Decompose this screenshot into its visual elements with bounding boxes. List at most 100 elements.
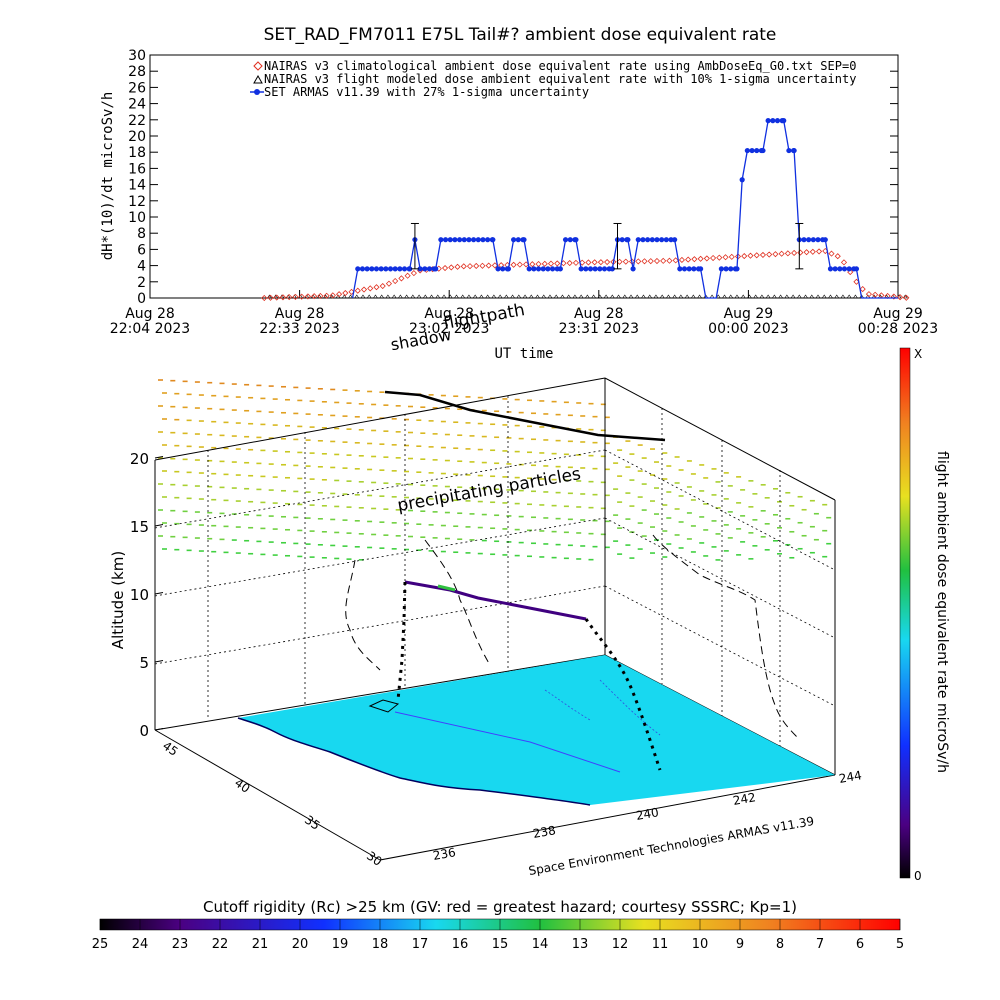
nairas-flight-mark [672, 294, 678, 299]
armas-point [545, 266, 551, 272]
armas-point [359, 266, 366, 272]
armas-point [749, 147, 755, 154]
altitude-tick [154, 592, 164, 595]
nairas-flight-mark [472, 294, 478, 299]
x-tick-label: Aug 28 [125, 306, 175, 322]
armas-point [597, 266, 603, 272]
colorbar-tick-label: 13 [572, 937, 589, 952]
y-tick-label: 2 [137, 275, 146, 291]
nairas-flight-mark [528, 294, 534, 299]
climatological-point [510, 261, 517, 268]
climatological-point [379, 282, 386, 290]
nairas-flight-mark [379, 294, 385, 299]
armas-point [810, 237, 816, 243]
armas-point [832, 266, 838, 272]
flight-path [384, 390, 666, 771]
nairas-flight-mark [478, 294, 484, 299]
armas-point [549, 266, 556, 272]
colorbar-tick-label: 18 [372, 937, 389, 952]
armas-point [521, 237, 527, 243]
armas-point [668, 237, 674, 243]
climatological-point [797, 249, 804, 256]
climatological-point [840, 259, 848, 266]
nairas-flight-mark [441, 294, 447, 299]
armas-point [734, 266, 740, 272]
nairas-flight-mark [491, 294, 497, 299]
armas-point [373, 266, 380, 272]
nairas-flight-mark [391, 294, 397, 299]
nairas-flight-mark [559, 294, 565, 299]
armas-point [774, 118, 781, 124]
legend-label: NAIRAS v3 climatological ambient dose eq… [264, 59, 856, 73]
armas-point [770, 118, 776, 124]
nairas-flight-mark [329, 294, 335, 299]
climatological-point [865, 291, 872, 298]
armas-point [578, 266, 584, 272]
armas-point [452, 237, 458, 243]
y-tick-label: 0 [137, 291, 146, 307]
climatological-point [485, 262, 492, 269]
armas-point [635, 237, 641, 243]
climatological-point [691, 256, 698, 263]
longitude-tick-label: 238 [532, 823, 557, 841]
nairas-flight-mark [653, 294, 659, 299]
climatological-point [392, 277, 399, 285]
climatological-point [890, 293, 897, 300]
altitude-tick-label: 20 [130, 450, 149, 468]
armas-point [471, 237, 477, 243]
airport-box [368, 699, 400, 713]
latitude-tick-label: 40 [232, 776, 253, 796]
armas-point [495, 266, 501, 272]
armas-point [728, 266, 734, 272]
flight-path-top-projection [384, 390, 666, 442]
nairas-flight-mark [765, 294, 771, 299]
nairas-flight-mark [659, 294, 665, 299]
series-layer [261, 118, 910, 302]
armas-point [573, 237, 579, 243]
nairas-flight-mark [784, 294, 790, 299]
x-tick-label: Aug 29 [873, 306, 923, 322]
climatological-point [516, 261, 523, 268]
colorbar-tick-label: 25 [92, 937, 109, 952]
colorbar-ticks: 25 24 23 22 21 20 19 18 17 16 15 14 13 12 11 10 9 8 7 6 5 [92, 919, 904, 952]
climatological-point [448, 264, 455, 271]
climatological-point [772, 251, 779, 258]
armas-point [387, 266, 394, 272]
colorbar-tick-label: 24 [132, 937, 149, 952]
credit-label: Space Environment Technologies ARMAS v11… [527, 814, 815, 878]
nairas-flight-mark [385, 294, 391, 299]
armas-point [540, 266, 546, 272]
climatological-point [809, 248, 816, 255]
y-tick-label: 24 [128, 97, 146, 113]
climatological-point [878, 292, 885, 299]
precipitating-particles-field [158, 379, 832, 561]
legend-entry-armas: SET ARMAS v11.39 with 27% 1-sigma uncert… [250, 85, 589, 99]
climatological-point [747, 252, 754, 259]
nairas-flight-mark [466, 294, 472, 299]
nairas-flight-mark [360, 294, 366, 299]
climatological-point [398, 275, 405, 282]
climatological-point [635, 258, 642, 265]
nairas-flight-mark [715, 294, 721, 299]
ground-track-shadow [394, 711, 621, 773]
x-tick-label: 00:28 2023 [858, 321, 938, 337]
nairas-flight-mark [778, 294, 784, 299]
climatological-point [703, 255, 710, 262]
nairas-flight-mark [447, 294, 453, 299]
nairas-flight-mark [827, 294, 834, 299]
climatological-point [342, 289, 349, 297]
armas-point [663, 237, 669, 243]
nairas-flight-mark [740, 294, 746, 299]
altitude-tick-label: 5 [139, 654, 149, 672]
diamond-icon [253, 61, 263, 71]
nairas-flight-mark [840, 294, 846, 299]
armas-point [369, 266, 375, 272]
longitude-tick-label: 236 [432, 845, 457, 863]
armas-point [765, 118, 771, 124]
nairas-flight-mark [404, 294, 410, 299]
climatological-point [541, 260, 548, 267]
climatological-point [317, 292, 324, 300]
climatological-point [267, 294, 274, 301]
nairas-flight-mark [846, 294, 852, 299]
